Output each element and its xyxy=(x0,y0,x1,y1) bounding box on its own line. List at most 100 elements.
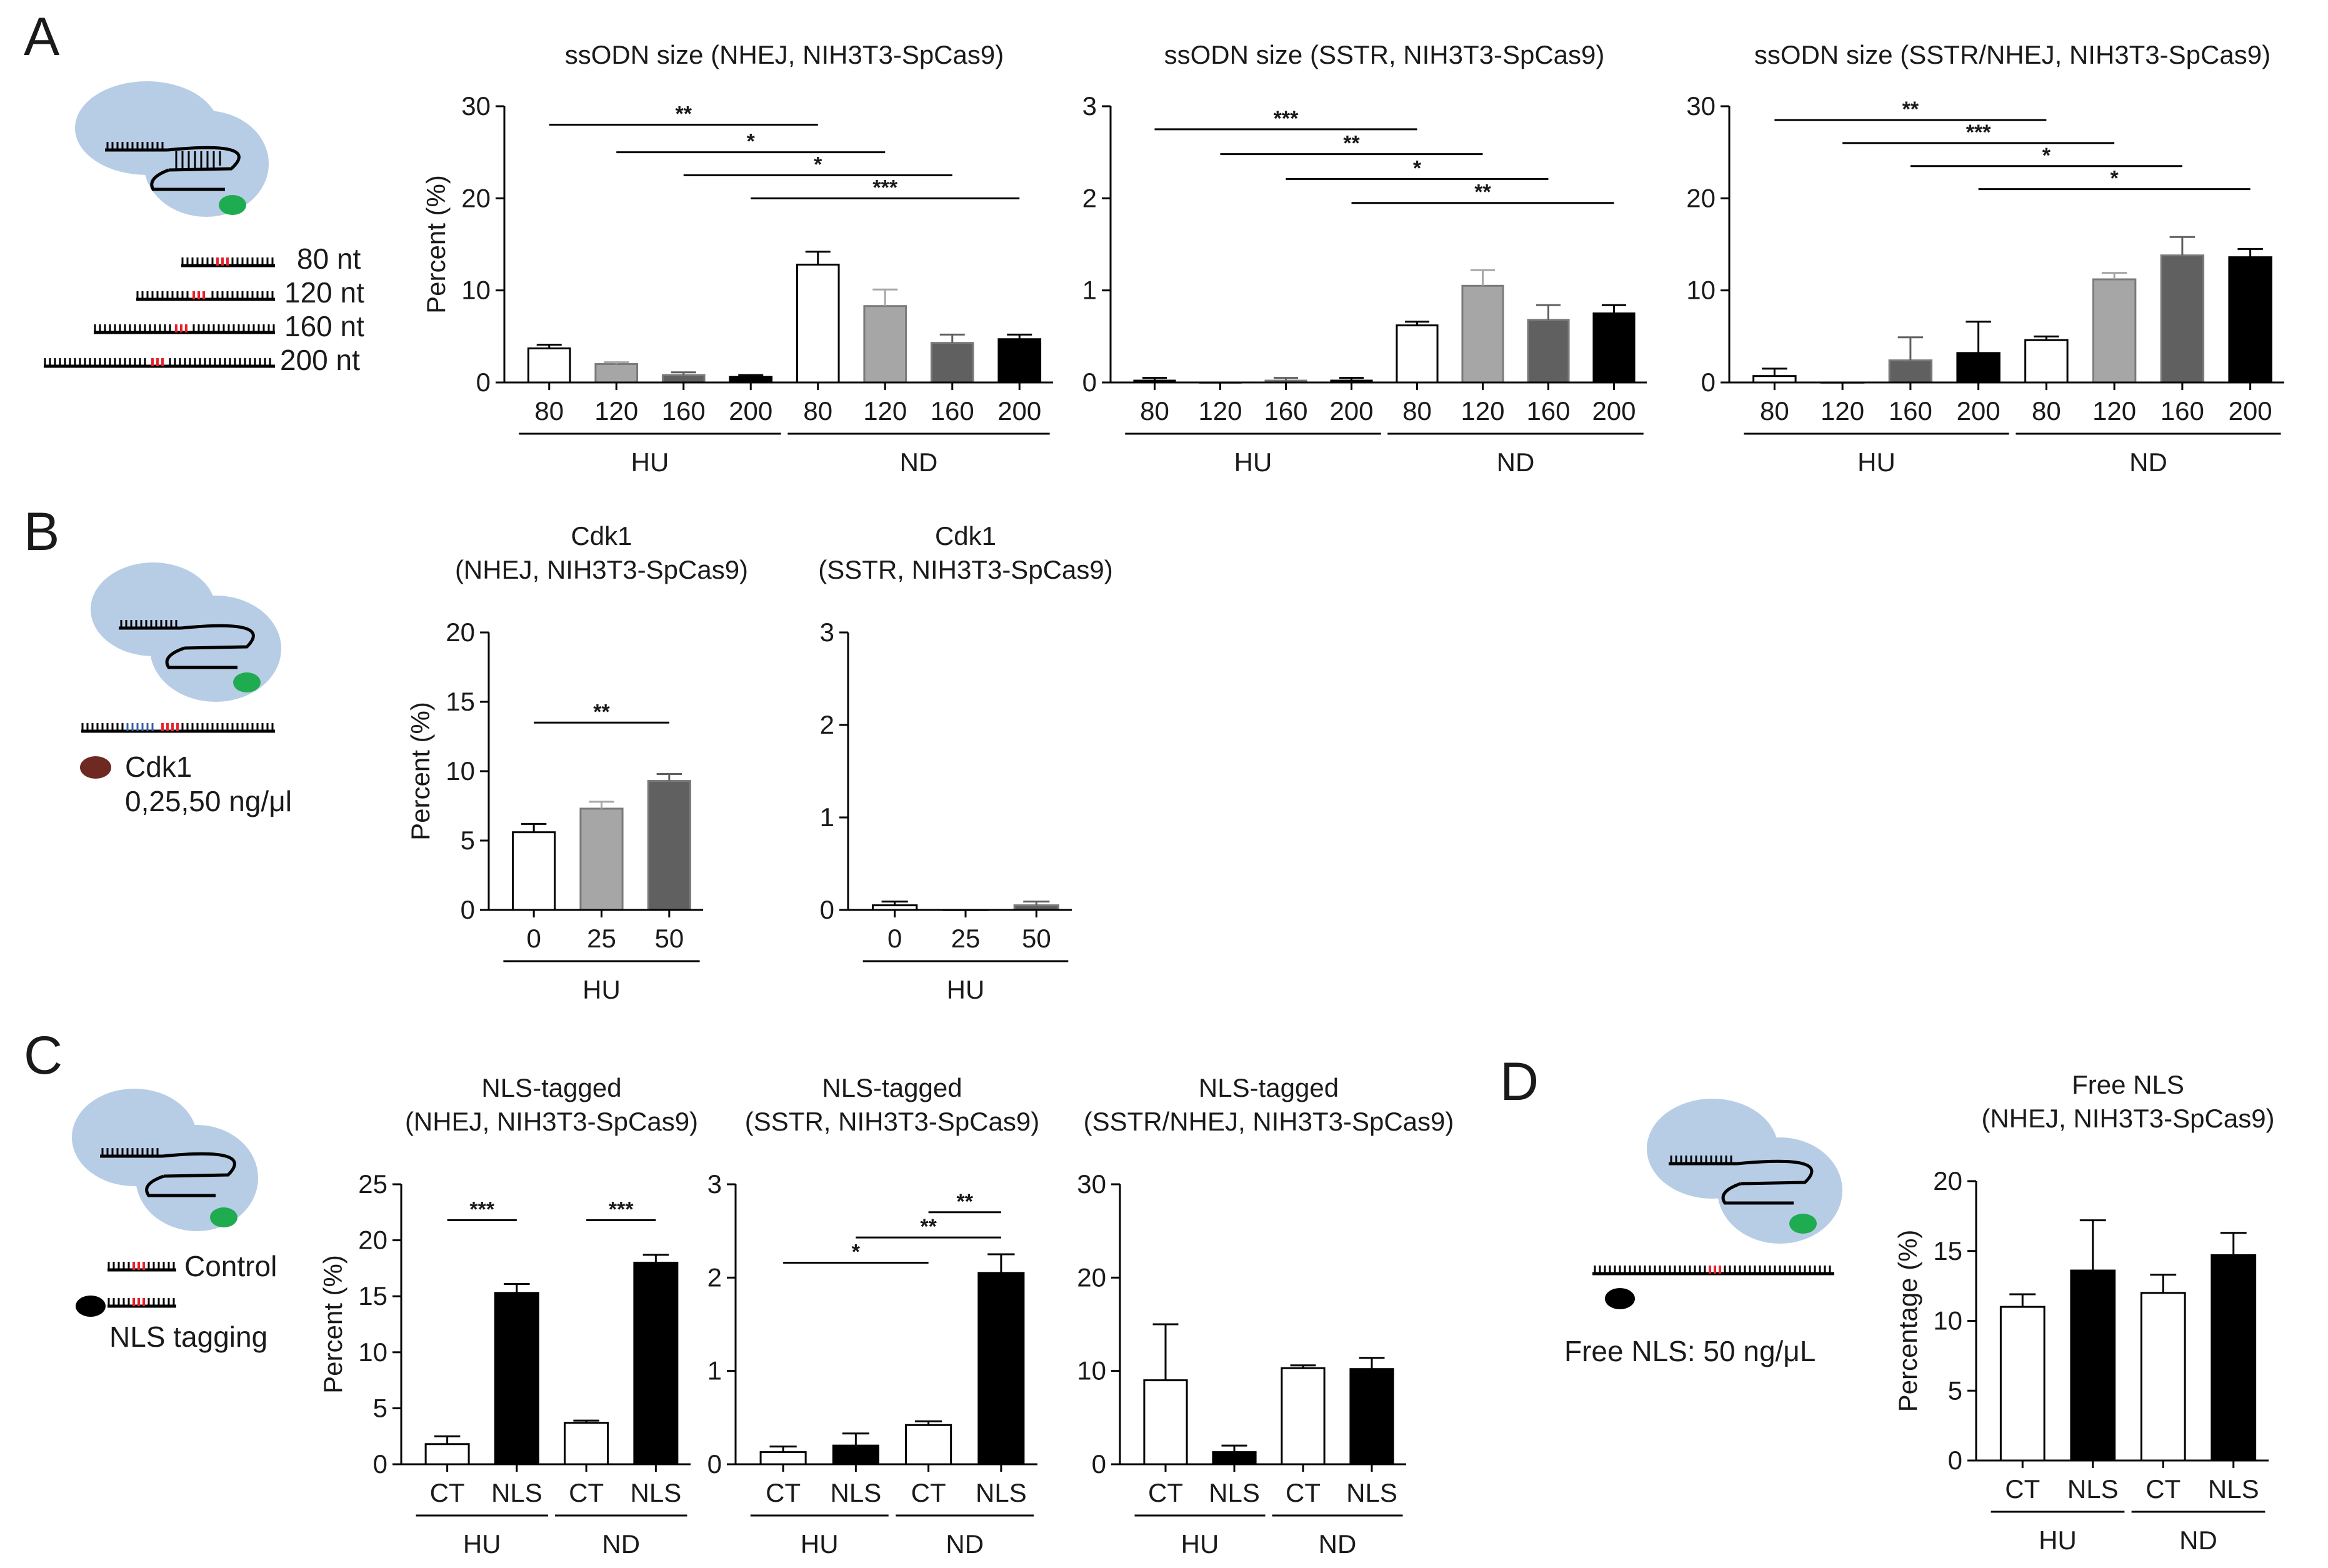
bar xyxy=(512,831,556,911)
y-tick-label: 15 xyxy=(1933,1236,1962,1266)
bar xyxy=(832,1444,879,1466)
x-tick-label: 160 xyxy=(1264,396,1307,426)
bar xyxy=(1592,312,1636,384)
significance-label: * xyxy=(747,130,756,154)
y-axis-label: Percent (%) xyxy=(406,702,435,841)
x-tick-label: CT xyxy=(2005,1474,2040,1504)
y-tick-label: 0 xyxy=(1701,367,1716,397)
x-tick-label: 80 xyxy=(1140,396,1169,426)
significance-label: ** xyxy=(920,1215,937,1239)
bar xyxy=(2070,1269,2116,1462)
bar xyxy=(2092,278,2137,384)
panel-letter-d: D xyxy=(1500,1052,1539,1112)
y-tick-label: 10 xyxy=(461,276,491,305)
x-tick-label: 160 xyxy=(931,396,974,426)
chart-title: (SSTR/NHEJ, NIH3T3-SpCas9) xyxy=(1084,1107,1454,1136)
chart-title: ssODN size (SSTR, NIH3T3-SpCas9) xyxy=(1164,40,1605,69)
bar xyxy=(633,1261,679,1466)
significance-label: *** xyxy=(1966,121,1991,144)
size-label-160: 160 nt xyxy=(284,310,364,342)
significance-label: * xyxy=(852,1240,861,1264)
group-label: ND xyxy=(1319,1529,1357,1559)
bar xyxy=(759,1451,807,1466)
y-tick-label: 0 xyxy=(1082,367,1097,397)
bar xyxy=(661,374,706,384)
bar xyxy=(1527,319,1570,384)
bar xyxy=(796,263,840,384)
size-label-200: 200 nt xyxy=(280,344,360,376)
cell-blob xyxy=(1717,1137,1842,1244)
bar xyxy=(977,1272,1025,1466)
control-legend-label: Control xyxy=(184,1250,277,1282)
y-tick-label: 20 xyxy=(358,1226,387,1255)
chart-title: Free NLS xyxy=(2072,1070,2184,1099)
x-tick-label: 25 xyxy=(587,924,616,953)
x-tick-label: 120 xyxy=(1198,396,1242,426)
bar xyxy=(1888,359,1933,384)
chart-ssodn-size-sstr-nhej: ssODN size (SSTR/NHEJ, NIH3T3-SpCas9) 0 10… xyxy=(1686,40,2284,477)
chart-title: (NHEJ, NIH3T3-SpCas9) xyxy=(405,1107,698,1136)
y-tick-label: 0 xyxy=(1948,1446,1962,1475)
chart-title: (NHEJ, NIH3T3-SpCas9) xyxy=(455,555,748,584)
x-tick-label: 80 xyxy=(803,396,832,426)
ssodn-200nt xyxy=(44,358,275,368)
y-tick-label: 2 xyxy=(820,710,834,739)
bar xyxy=(1349,1368,1394,1466)
y-tick-label: 5 xyxy=(461,826,475,855)
group-label: ND xyxy=(946,1529,984,1559)
bar xyxy=(905,1424,952,1466)
x-tick-label: CT xyxy=(911,1478,946,1507)
bar xyxy=(424,1443,470,1466)
group-label: ND xyxy=(1497,447,1535,477)
y-tick-label: 20 xyxy=(1077,1262,1106,1292)
x-tick-label: CT xyxy=(430,1478,465,1507)
chart-title: ssODN size (SSTR/NHEJ, NIH3T3-SpCas9) xyxy=(1754,40,2271,69)
significance-label: ** xyxy=(676,102,692,126)
chart-nls-tagged-sstr: NLS-tagged (SSTR, NIH3T3-SpCas9) 0 1 2 3 CT NLS… xyxy=(707,1073,1040,1559)
x-tick-label: 200 xyxy=(1329,396,1373,426)
control-ssodn-icon xyxy=(107,1262,176,1272)
y-tick-label: 0 xyxy=(461,895,475,924)
group-label: HU xyxy=(463,1529,501,1559)
x-tick-label: 0 xyxy=(526,924,541,953)
cdk1-legend-label: Cdk1 xyxy=(125,751,192,783)
y-tick-label: 10 xyxy=(446,756,475,786)
group-label: ND xyxy=(602,1529,640,1559)
panel-letter-c: C xyxy=(24,1026,62,1086)
chart-title: NLS-tagged xyxy=(481,1073,621,1102)
cas9-complex-icon xyxy=(1669,1156,1814,1205)
nls-tagging-legend-label: NLS tagging xyxy=(109,1321,267,1353)
bar xyxy=(1396,324,1439,384)
cas9-complex-icon xyxy=(100,1148,236,1197)
nls-ssodn-icon xyxy=(107,1298,176,1308)
chart-title: ssODN size (NHEJ, NIH3T3-SpCas9) xyxy=(565,40,1004,69)
y-tick-label: 10 xyxy=(1933,1306,1962,1336)
x-tick-label: CT xyxy=(766,1478,801,1507)
significance-label: ** xyxy=(593,700,610,724)
strand-ticks xyxy=(106,142,221,169)
x-tick-label: 25 xyxy=(951,924,981,953)
significance-label: ** xyxy=(1343,132,1360,156)
x-tick-label: 160 xyxy=(2161,396,2204,426)
bar xyxy=(1956,352,2001,384)
y-tick-label: 20 xyxy=(1933,1166,1962,1196)
group-label: HU xyxy=(801,1529,839,1559)
bar xyxy=(2211,1254,2257,1462)
chart-cdk1-nhej: Cdk1 (NHEJ, NIH3T3-SpCas9) 0 5 10 15 20 Percent… xyxy=(406,521,748,1004)
group-label: ND xyxy=(2129,447,2167,477)
y-tick-label: 5 xyxy=(1948,1376,1962,1405)
x-tick-label: 200 xyxy=(997,396,1041,426)
gfp-dot-icon xyxy=(210,1207,237,1227)
cas9-complex-icon xyxy=(119,620,255,669)
y-tick-label: 30 xyxy=(1686,91,1716,121)
gfp-dot-icon xyxy=(219,195,246,215)
bar xyxy=(1999,1306,2046,1462)
significance-label: ** xyxy=(957,1190,974,1214)
x-tick-label: 80 xyxy=(1760,396,1789,426)
y-tick-label: 1 xyxy=(820,802,834,832)
panel-letter-b: B xyxy=(24,502,59,562)
group-label: HU xyxy=(631,447,669,477)
y-tick-label: 10 xyxy=(358,1337,387,1367)
bar xyxy=(863,305,907,384)
x-tick-label: 0 xyxy=(887,924,902,953)
